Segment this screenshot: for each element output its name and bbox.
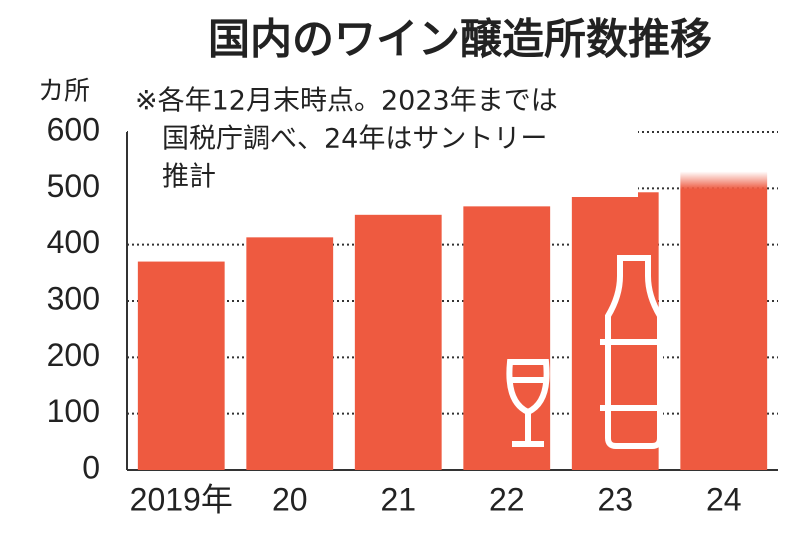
y-tick-label: 300: [47, 280, 100, 316]
y-tick-label: 0: [82, 449, 100, 485]
note-bg: [128, 82, 638, 197]
bar: [571, 192, 659, 470]
wine-icons: [506, 255, 668, 449]
x-tick-label: 21: [380, 481, 416, 517]
bar: [137, 261, 225, 470]
y-tick-label: 600: [47, 111, 100, 147]
y-tick-label: 400: [47, 224, 100, 260]
x-tick-label: 23: [597, 481, 633, 517]
bar: [680, 171, 768, 470]
bar: [246, 237, 334, 470]
note-line: 推計: [162, 162, 216, 193]
x-tick-label: 20: [272, 481, 308, 517]
x-tick-label: 22: [489, 481, 525, 517]
note-line: 国税庁調べ、24年はサントリー: [162, 124, 547, 155]
y-tick-label: 500: [47, 168, 100, 204]
note-line: ※各年12月末時点。2023年までは: [135, 86, 558, 117]
chart-title: 国内のワイン醸造所数推移: [208, 15, 712, 64]
y-tick-label: 100: [47, 393, 100, 429]
y-tick-label: 200: [47, 337, 100, 373]
x-tick-label: 2019年: [130, 481, 233, 517]
y-label: カ所: [38, 77, 90, 107]
x-tick-label: 24: [706, 481, 742, 517]
bar: [463, 206, 551, 471]
bars: [137, 171, 768, 471]
bar: [354, 214, 442, 470]
